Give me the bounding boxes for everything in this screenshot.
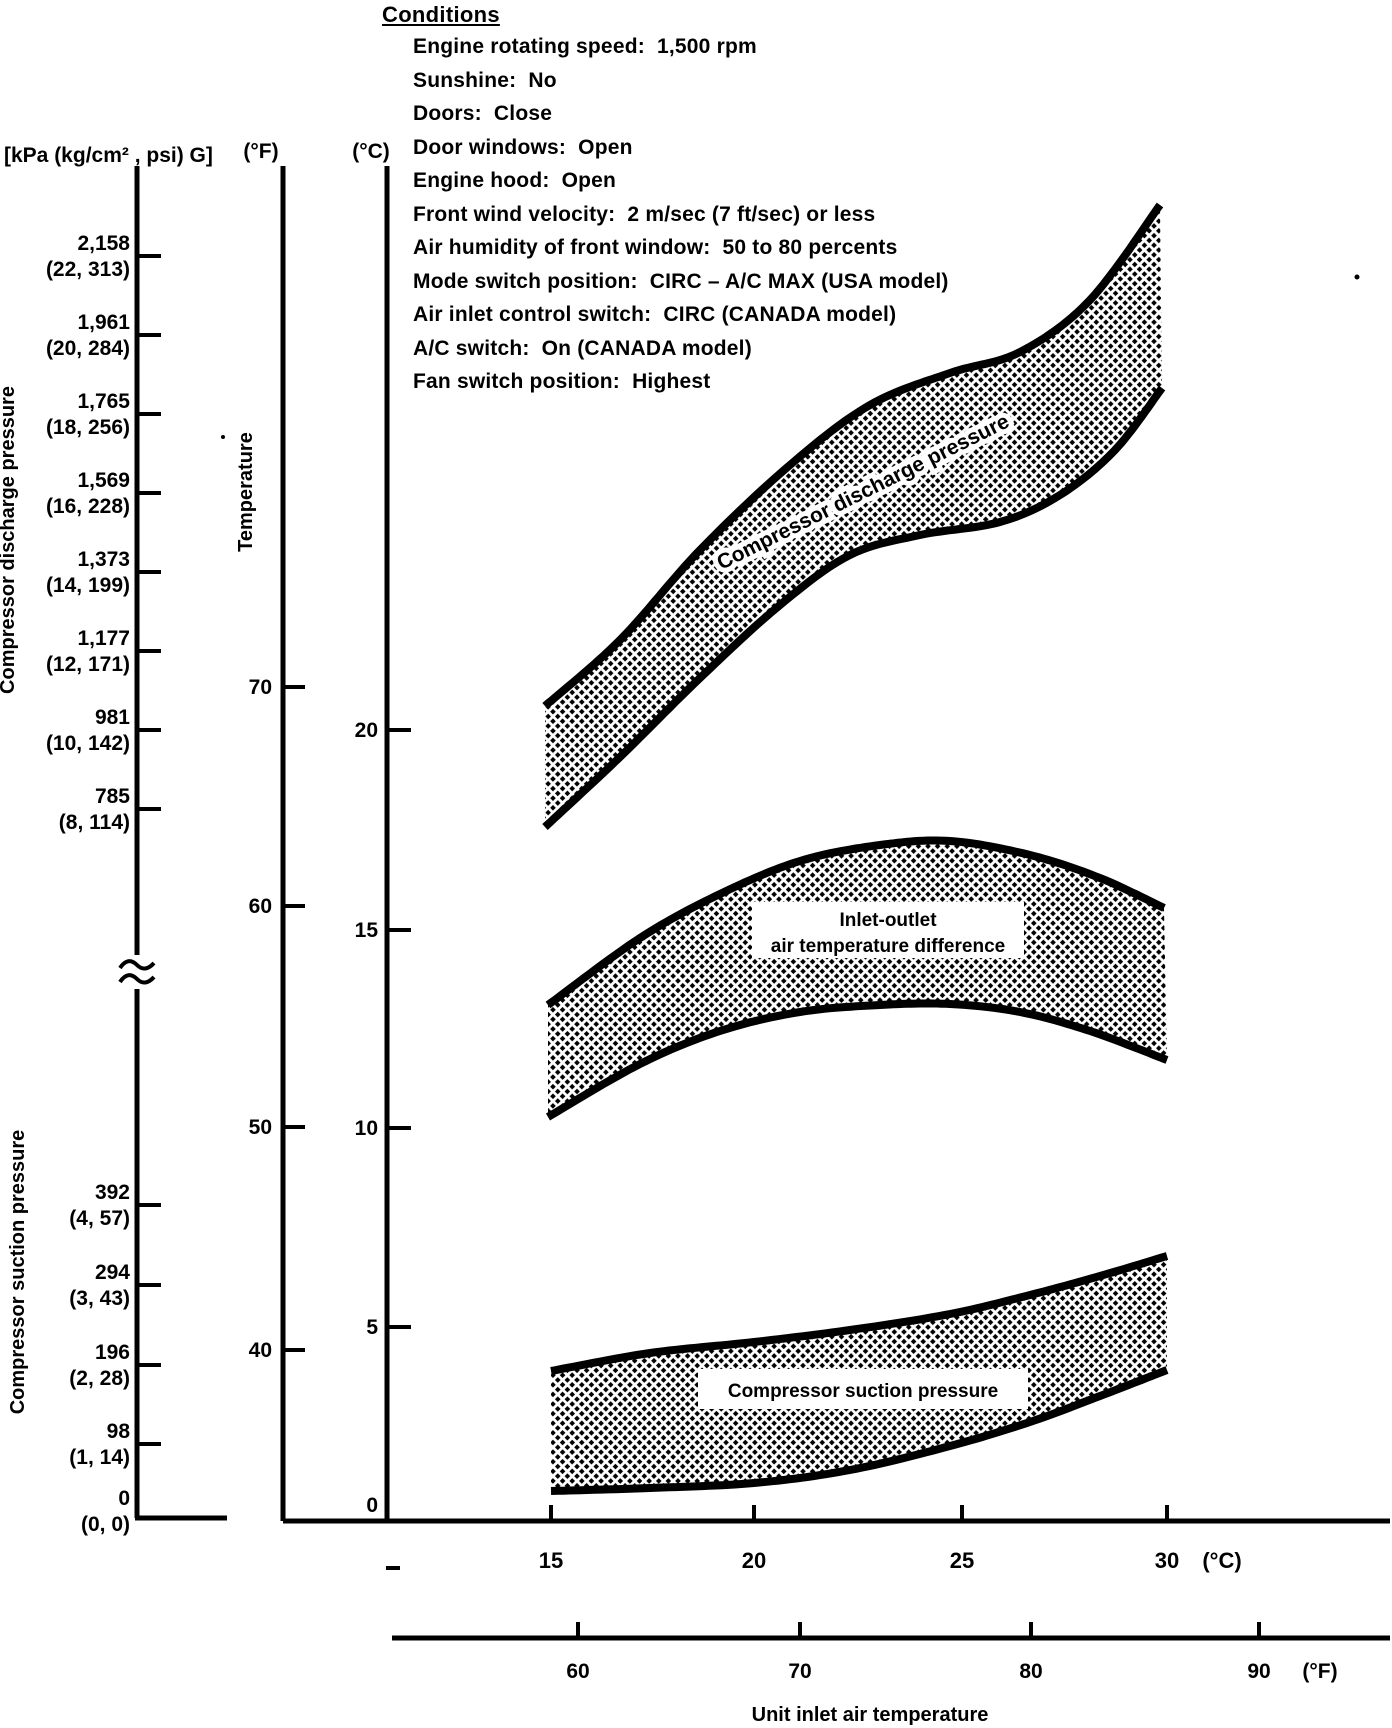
x-fahrenheit-tick-label: 70 — [788, 1660, 811, 1683]
x-fahrenheit-tick-label: 60 — [566, 1660, 589, 1683]
condition-sunshine: Sunshine: No — [413, 68, 557, 92]
inlet-outlet-air-temperature-difference-upper-curve — [545, 836, 1166, 1009]
condition-ac-switch: A/C switch: On (CANADA model) — [413, 336, 752, 360]
x-celsius-tick-label: 25 — [950, 1548, 974, 1573]
temperature-axis-label: Temperature — [235, 432, 257, 552]
x-axis-fahrenheit-unit: (°F) — [1302, 1660, 1337, 1683]
condition-doors: Doors: Close — [413, 102, 553, 125]
pressure-tick-label-alt: (2, 28) — [69, 1367, 130, 1390]
compressor-discharge-pressure-lower-curve — [542, 385, 1166, 830]
x-fahrenheit-tick-label: 80 — [1019, 1660, 1042, 1683]
inlet-outlet-label-box — [752, 902, 1024, 958]
pressure-tick-label-kpa: 98 — [107, 1420, 131, 1443]
scan-artifact-dot-small — [221, 435, 225, 439]
inlet-outlet-air-temperature-difference-lower-curve — [545, 999, 1169, 1121]
suction-label-box — [698, 1369, 1028, 1409]
inlet-outlet-air-temperature-difference-area — [548, 840, 1167, 1117]
x-celsius-tick-label: 20 — [742, 1548, 766, 1573]
celsius-axis-header: (°C) — [352, 140, 390, 163]
axis-break-squiggle-bottom — [118, 973, 156, 985]
pressure-tick-label-kpa: 981 — [95, 706, 130, 729]
pressure-tick-label-kpa: 196 — [95, 1341, 130, 1364]
condition-wind-velocity: Front wind velocity: 2 m/sec (7 ft/sec) … — [413, 202, 876, 226]
fahrenheit-axis-header: (°F) — [243, 140, 278, 163]
inlet-outlet-label-line2: air temperature difference — [771, 936, 1005, 957]
pressure-tick-label-kpa: 785 — [95, 785, 130, 808]
x-axis-celsius-unit: (°C) — [1202, 1548, 1241, 1573]
celsius-tick-label: 10 — [355, 1117, 378, 1140]
x-celsius-tick-label: 30 — [1155, 1548, 1179, 1573]
pressure-tick-label-alt: (16, 228) — [46, 495, 130, 518]
condition-fan-switch: Fan switch position: Highest — [413, 370, 711, 393]
pressure-tick-label-kpa: 294 — [95, 1261, 130, 1284]
celsius-tick-label: 15 — [355, 919, 379, 942]
scan-artifact-dash — [386, 1566, 400, 1570]
celsius-tick-label: 5 — [366, 1316, 378, 1339]
fahrenheit-tick-label: 60 — [249, 895, 272, 918]
pressure-tick-label-alt: (4, 57) — [69, 1207, 130, 1230]
condition-engine-speed: Engine rotating speed: 1,500 rpm — [413, 35, 757, 58]
condition-mode-switch: Mode switch position: CIRC – A/C MAX (US… — [413, 269, 949, 293]
pressure-tick-label-kpa: 1,961 — [77, 311, 130, 334]
pressure-tick-label-kpa: 1,373 — [77, 548, 130, 571]
pressure-tick-label-kpa: 392 — [95, 1181, 130, 1204]
fahrenheit-tick-label: 70 — [249, 676, 272, 699]
celsius-tick-label: 20 — [355, 719, 378, 742]
condition-door-windows: Door windows: Open — [413, 135, 633, 159]
conditions-title: Conditions — [382, 2, 500, 27]
pressure-tick-label-kpa: 1,177 — [77, 627, 130, 650]
scan-artifact-dot — [1354, 274, 1360, 280]
x-celsius-tick-label: 15 — [539, 1548, 563, 1573]
x-fahrenheit-tick-label: 90 — [1247, 1660, 1270, 1683]
pressure-tick-label-alt: (1, 14) — [69, 1446, 130, 1469]
pressure-tick-label-alt: (0, 0) — [81, 1513, 130, 1536]
pressure-tick-label-kpa: 2,158 — [77, 232, 130, 255]
pressure-tick-label-alt: (14, 199) — [46, 574, 130, 597]
suction-band-label: Compressor suction pressure — [728, 1381, 998, 1402]
conditions-block: Conditions Engine rotating speed: 1,500 … — [382, 0, 949, 399]
compressor-discharge-pressure-upper-curve — [542, 202, 1164, 709]
axis-layer: 2,158 (22, 313) 1,961 (20, 284) 1,765 (18, 25… — [46, 166, 1390, 1683]
pressure-tick-label-alt: (3, 43) — [69, 1287, 130, 1310]
pressure-axis-header: [kPa (kg/cm² , psi) G] — [4, 144, 213, 167]
pressure-tick-label-kpa: 0 — [118, 1487, 130, 1510]
condition-air-humidity: Air humidity of front window: 50 to 80 p… — [413, 236, 898, 259]
celsius-tick-label: 0 — [366, 1494, 378, 1517]
pressure-tick-label-alt: (10, 142) — [46, 732, 130, 755]
fahrenheit-tick-label: 50 — [249, 1116, 272, 1139]
condition-air-inlet: Air inlet control switch: CIRC (CANADA m… — [413, 303, 897, 326]
compressor-suction-pressure-upper-curve — [550, 1252, 1169, 1375]
inlet-outlet-label-line1: Inlet-outlet — [839, 910, 937, 931]
condition-engine-hood: Engine hood: Open — [413, 169, 617, 192]
pressure-tick-label-kpa: 1,569 — [77, 469, 130, 492]
pressure-tick-label-alt: (20, 284) — [46, 337, 130, 360]
pressure-tick-label-alt: (22, 313) — [46, 258, 130, 281]
pressure-tick-label-kpa: 1,765 — [77, 390, 130, 413]
x-axis-title: Unit inlet air temperature — [752, 1704, 989, 1726]
fahrenheit-tick-label: 40 — [249, 1339, 272, 1362]
compressor-discharge-pressure-axis-label: Compressor discharge pressure — [0, 386, 19, 694]
compressor-suction-pressure-axis-label: Compressor suction pressure — [7, 1130, 29, 1415]
compressor-suction-pressure-lower-curve — [550, 1366, 1169, 1495]
axis-break-squiggle-top — [118, 959, 156, 971]
pressure-tick-label-alt: (12, 171) — [46, 653, 130, 676]
pressure-tick-label-alt: (8, 114) — [59, 811, 130, 834]
pressure-tick-label-alt: (18, 256) — [46, 416, 130, 439]
